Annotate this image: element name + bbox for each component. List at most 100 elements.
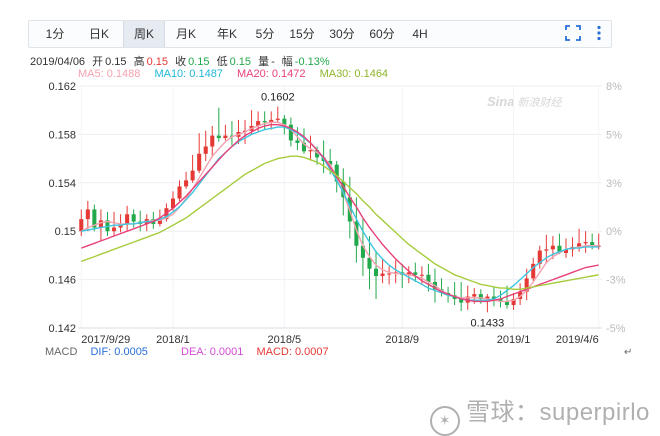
candle-body: [223, 135, 228, 139]
x-tick-label: 2018/5: [267, 334, 301, 346]
more-icon[interactable]: [595, 25, 603, 41]
candle: [459, 282, 464, 312]
tab-daily-k[interactable]: 日K: [88, 27, 109, 41]
candle-body: [406, 272, 411, 275]
high-label: 高: [133, 56, 145, 68]
candle: [229, 121, 234, 146]
low-label: 低: [216, 56, 228, 68]
candle-body: [269, 119, 274, 123]
candle: [98, 209, 103, 241]
candle-body: [544, 249, 549, 251]
candle: [216, 107, 221, 142]
tab-60min[interactable]: 60分: [369, 27, 395, 41]
fullscreen-icon[interactable]: [565, 25, 581, 41]
candle: [210, 125, 215, 158]
low-value: 0.15: [229, 56, 251, 68]
candle-body: [111, 227, 117, 232]
candle-body: [413, 272, 418, 275]
chart-annotations: 0.1602 0.1433: [261, 92, 504, 330]
candle: [380, 259, 385, 284]
candle: [295, 127, 300, 151]
candle: [308, 135, 313, 160]
candle: [511, 292, 516, 310]
candle: [184, 171, 189, 189]
tab-yearly-k[interactable]: 年K: [216, 27, 237, 41]
candle: [177, 180, 182, 201]
x-tick-label: 2017/9/29: [81, 334, 130, 346]
candle: [269, 111, 274, 130]
candle: [596, 233, 601, 250]
ma20-legend: MA20: 0.1472: [237, 68, 306, 80]
y-tick-label: 0.154: [48, 178, 76, 190]
candle-body: [550, 245, 555, 250]
tab-15min[interactable]: 15分: [289, 27, 315, 41]
candle-body: [256, 121, 261, 126]
weekly-candlestick-chart[interactable]: 0.162 8% 0.158 5% 0.154 3% 0.15 0% 0.146 -3% 0.142…: [0, 0, 660, 423]
candle-body: [459, 298, 464, 303]
y2-tick-label: -5%: [606, 323, 626, 335]
candle-body: [177, 186, 182, 199]
ma20-line: [81, 124, 599, 303]
candle: [92, 204, 97, 232]
candle-body: [387, 273, 392, 275]
candle: [125, 205, 130, 232]
change-label: 幅: [281, 56, 293, 68]
x-tick-label: 2019/4/6: [556, 334, 599, 346]
candle-body: [478, 294, 483, 299]
volume-label: 量: [258, 56, 270, 68]
tab-monthly-k[interactable]: 月K: [175, 27, 196, 41]
tab-4h[interactable]: 4H: [412, 27, 428, 41]
candle: [563, 238, 569, 258]
y-tick-label: 0.158: [48, 129, 76, 141]
y2-tick-label: -3%: [606, 275, 626, 287]
candle: [275, 106, 280, 123]
change-value: -0.13%: [294, 56, 330, 68]
candle: [531, 257, 536, 281]
candle: [537, 245, 542, 269]
candle-body: [590, 242, 595, 246]
candle: [452, 282, 457, 306]
candle: [190, 154, 195, 183]
tab-1min[interactable]: 1分: [45, 27, 65, 41]
candle-body: [275, 118, 280, 120]
candle: [301, 128, 307, 154]
open-label: 开: [92, 56, 104, 68]
candle-body: [125, 214, 130, 224]
candle-body: [85, 209, 90, 220]
tab-30min[interactable]: 30分: [329, 27, 355, 41]
close-value: 0.15: [188, 56, 210, 68]
candle: [223, 124, 228, 141]
macd-dea: DEA: 0.0001: [181, 346, 244, 358]
y2-tick-label: 5%: [606, 129, 622, 141]
open-value: 0.15: [105, 56, 127, 68]
candle-body: [360, 245, 365, 258]
candle: [570, 237, 575, 257]
x-tick-label: 2018/9: [385, 334, 419, 346]
candlestick-series: [79, 106, 601, 313]
volume-value: -: [271, 56, 275, 68]
x-tick-label: 2018/1: [156, 334, 190, 346]
candle-body: [583, 242, 588, 244]
candle: [288, 117, 293, 147]
candle-body: [157, 219, 162, 224]
tab-5min[interactable]: 5分: [255, 27, 275, 41]
candle: [400, 263, 405, 289]
macd-legend: MACD DIF: 0.0005 DEA: 0.0001 MACD: 0.000…: [45, 346, 339, 358]
y-tick-label: 0.146: [48, 275, 76, 287]
candle-body: [282, 118, 287, 125]
tab-weekly-k[interactable]: 周K: [123, 21, 165, 47]
candle-body: [334, 164, 339, 182]
y-tick-label: 0.15: [55, 226, 76, 238]
candle-body: [288, 124, 293, 141]
y2-tick-label: 3%: [606, 178, 622, 190]
candle: [550, 236, 555, 260]
candle-body: [170, 198, 176, 209]
candle: [583, 231, 588, 253]
candle-body: [537, 250, 542, 264]
candle-body: [354, 221, 359, 246]
ma30-legend: MA30: 0.1464: [319, 68, 389, 80]
candle-body: [210, 135, 215, 147]
candle-body: [596, 245, 601, 247]
candle-body: [373, 268, 379, 276]
candle-body: [491, 296, 496, 299]
